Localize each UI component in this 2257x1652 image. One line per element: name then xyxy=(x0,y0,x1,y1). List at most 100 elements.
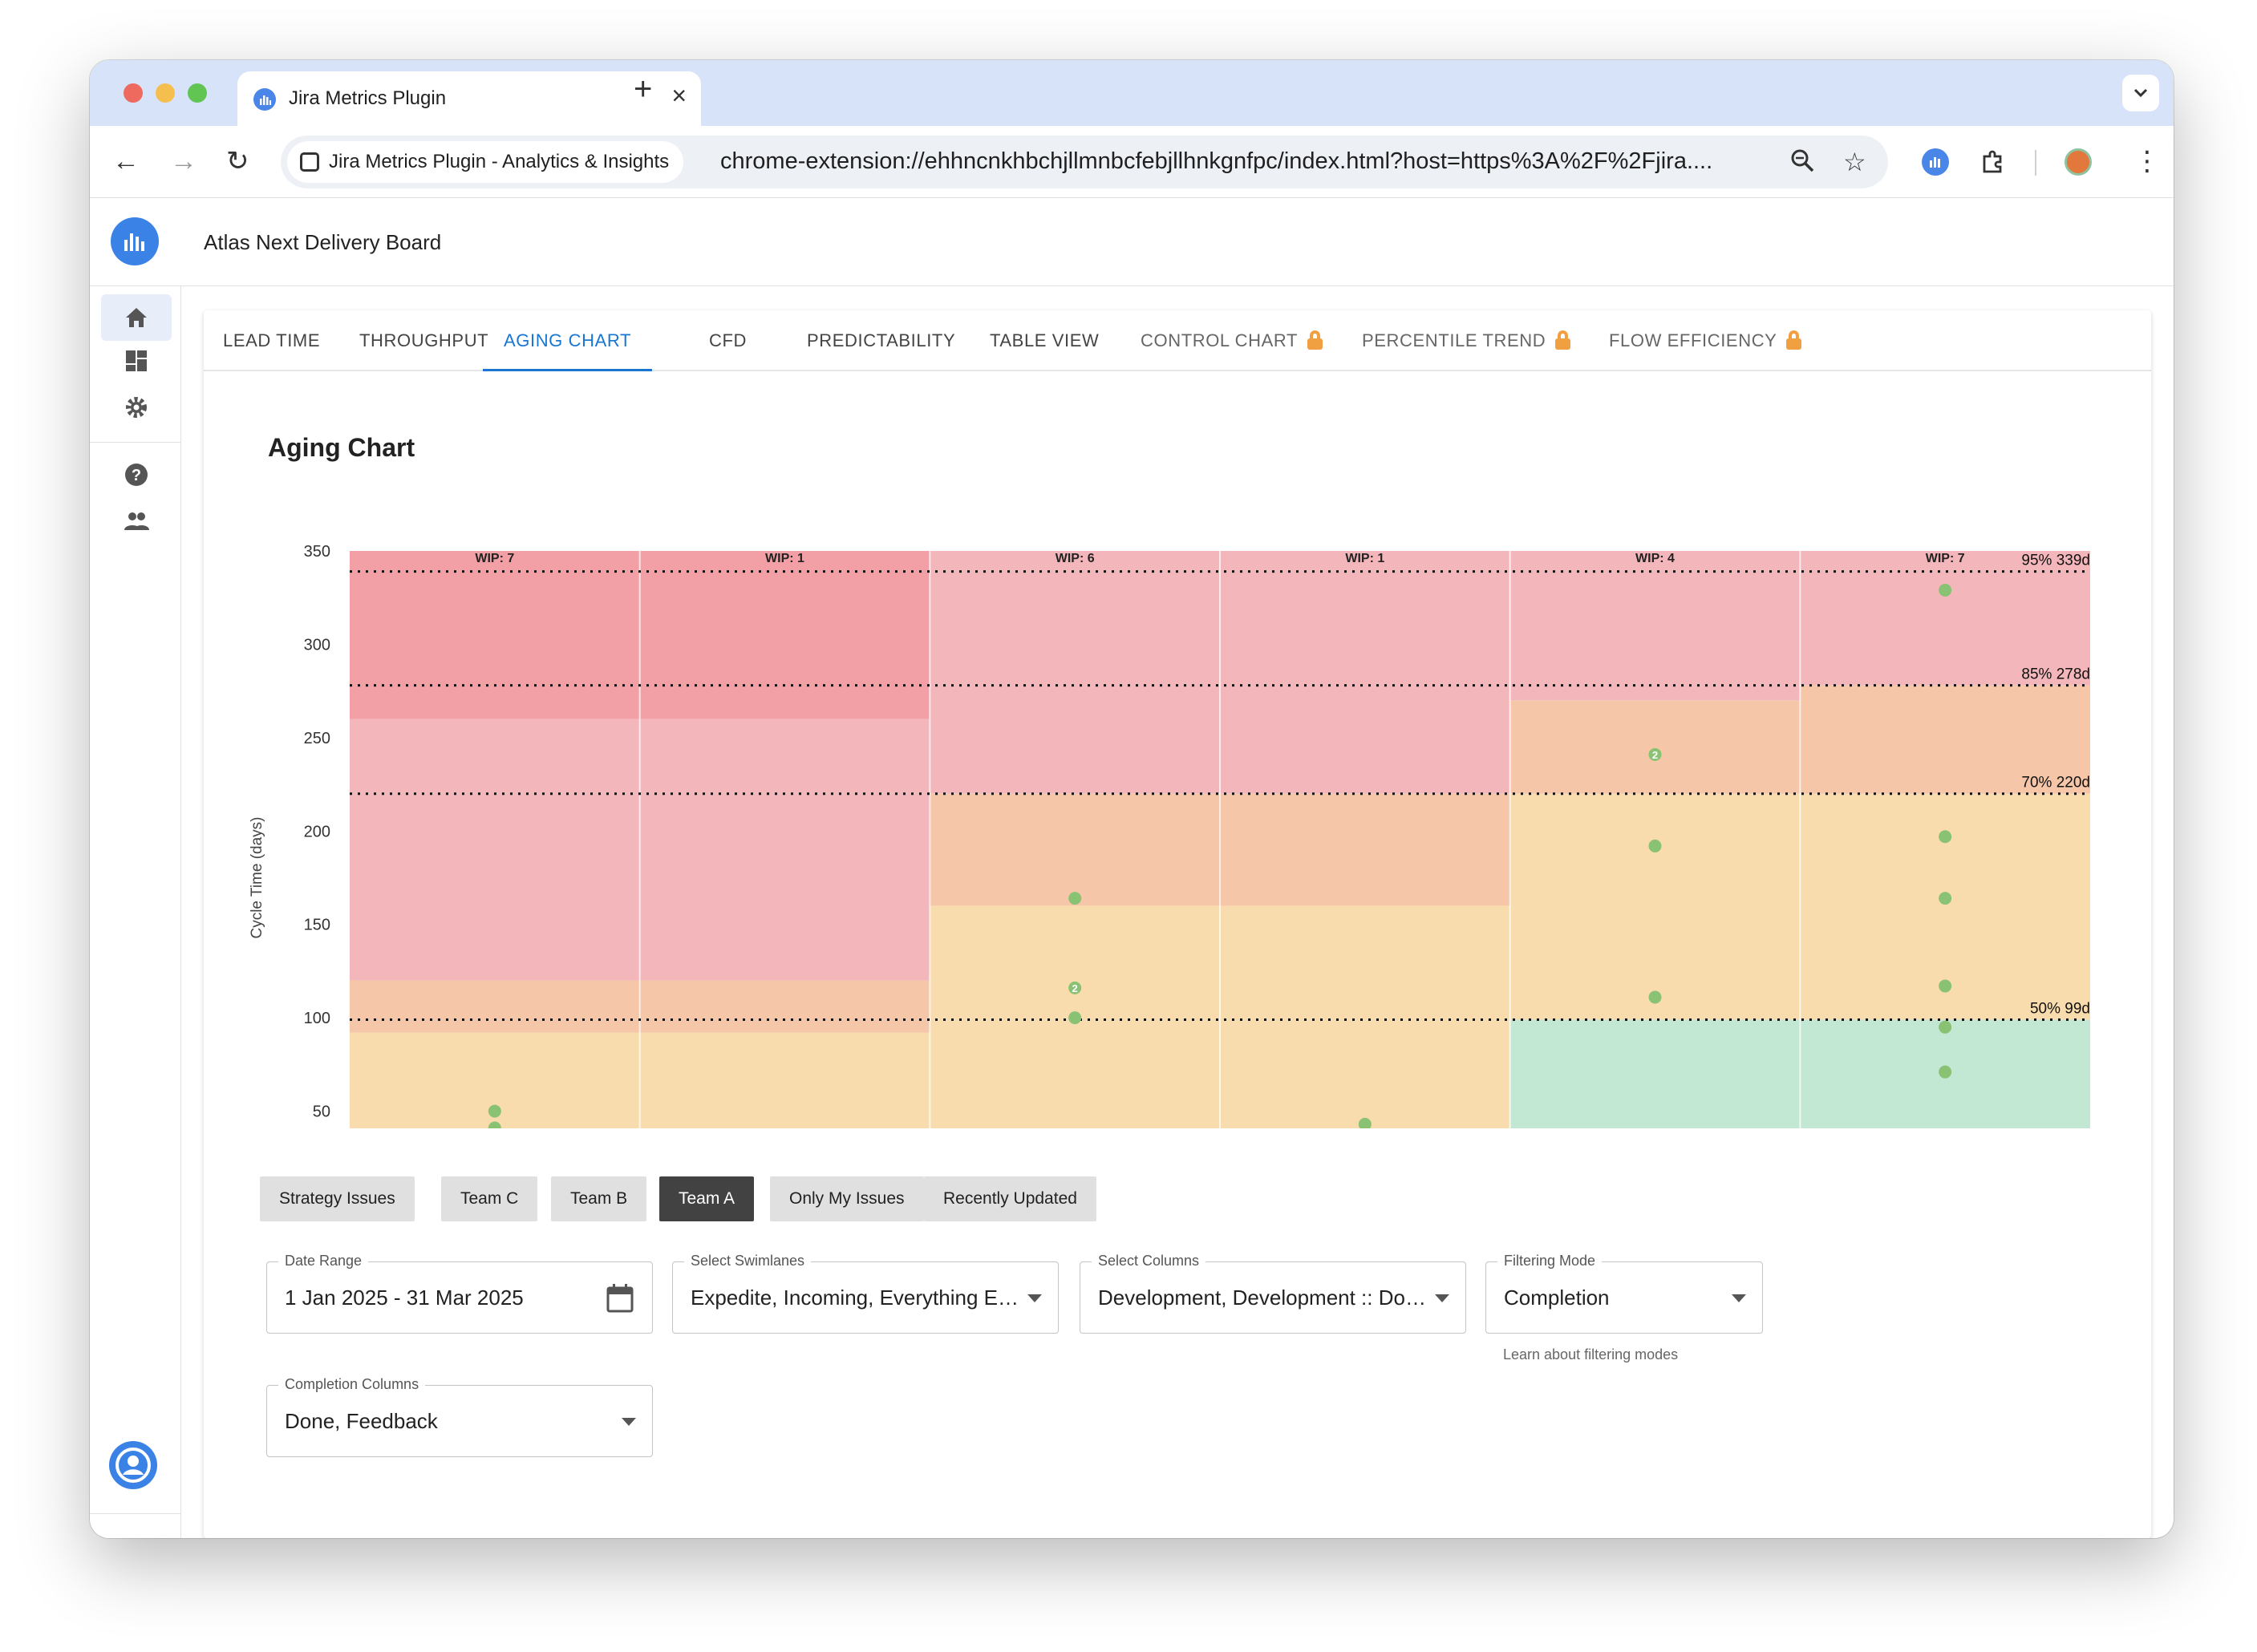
y-tick-label: 100 xyxy=(304,1010,330,1027)
issue-point xyxy=(1939,583,1952,597)
profile-avatar-icon[interactable] xyxy=(2065,148,2092,176)
tab-flow-efficiency[interactable]: FLOW EFFICIENCY xyxy=(1609,310,1802,371)
back-button[interactable]: ← xyxy=(112,146,140,176)
tab-label: PREDICTABILITY xyxy=(807,330,956,350)
issue-point xyxy=(1068,981,1082,994)
lock-icon xyxy=(1555,330,1571,350)
close-window-button[interactable] xyxy=(124,83,143,103)
dropdown-arrow-icon xyxy=(1732,1294,1746,1302)
filtering-modes-help-link[interactable]: Learn about filtering modes xyxy=(1503,1346,1679,1362)
y-tick-label: 350 xyxy=(304,543,330,561)
issue-point xyxy=(1939,1065,1952,1079)
calendar-icon[interactable] xyxy=(606,1283,634,1314)
tab-percentile-trend[interactable]: PERCENTILE TREND xyxy=(1362,310,1571,371)
address-bar[interactable]: Jira Metrics Plugin - Analytics & Insigh… xyxy=(281,136,1888,188)
close-tab-icon[interactable]: × xyxy=(671,81,687,110)
chart-favicon-icon xyxy=(253,88,276,111)
site-info-chip[interactable]: Jira Metrics Plugin - Analytics & Insigh… xyxy=(287,141,684,183)
completion-columns-value: Done, Feedback xyxy=(285,1409,438,1433)
sidebar-item-dashboard[interactable] xyxy=(101,338,172,384)
filtering-mode-select[interactable]: Filtering Mode Completion xyxy=(1485,1253,1763,1334)
jira-metrics-extension-icon[interactable] xyxy=(1922,148,1949,176)
filter-team-c[interactable]: Team C xyxy=(441,1176,538,1221)
tab-label: AGING CHART xyxy=(504,330,631,350)
user-account-icon[interactable] xyxy=(109,1441,157,1489)
browser-window: Jira Metrics Plugin × + ← → ↻ Jira Metri… xyxy=(90,60,2174,1538)
app-logo-icon[interactable] xyxy=(111,217,159,265)
tab-search-button[interactable] xyxy=(2122,75,2159,111)
dropdown-arrow-icon xyxy=(1027,1294,1042,1302)
swimlanes-select[interactable]: Select Swimlanes Expedite, Incoming, Eve… xyxy=(672,1253,1059,1334)
tab-throughput[interactable]: THROUGHPUT xyxy=(359,310,488,371)
aging-band xyxy=(1509,700,1801,794)
tab-label: TABLE VIEW xyxy=(990,330,1100,350)
issue-point xyxy=(1648,839,1662,852)
issue-point xyxy=(1068,1011,1082,1025)
tab-table-view[interactable]: TABLE VIEW xyxy=(990,310,1099,371)
tab-lead-time[interactable]: LEAD TIME xyxy=(223,310,320,371)
filter-strategy-issues[interactable]: Strategy Issues xyxy=(260,1176,415,1221)
bookmark-star-icon[interactable]: ☆ xyxy=(1843,148,1866,176)
gear-icon xyxy=(126,397,147,418)
filtering-mode-label: Filtering Mode xyxy=(1497,1253,1603,1269)
sidebar-item-home[interactable] xyxy=(101,294,172,341)
app-header: Atlas Next Delivery Board xyxy=(90,198,2174,286)
dropdown-arrow-icon xyxy=(622,1418,636,1426)
columns-select[interactable]: Select Columns Development, Development … xyxy=(1080,1253,1466,1334)
aging-band xyxy=(1220,793,1510,906)
aging-band xyxy=(930,551,1220,794)
reload-button[interactable]: ↻ xyxy=(226,146,249,176)
sidebar-item-users[interactable] xyxy=(101,498,172,545)
browser-tab[interactable]: Jira Metrics Plugin × xyxy=(237,71,701,126)
aging-band xyxy=(1220,905,1510,1128)
filter-team-b[interactable]: Team B xyxy=(551,1176,647,1221)
maximize-window-button[interactable] xyxy=(188,83,207,103)
date-range-field[interactable]: Date Range 1 Jan 2025 - 31 Mar 2025 xyxy=(266,1253,653,1334)
completion-columns-label: Completion Columns xyxy=(278,1376,426,1393)
minimize-window-button[interactable] xyxy=(156,83,175,103)
issue-count-label: 2 xyxy=(1652,749,1658,761)
browser-menu-icon[interactable]: ⋮ xyxy=(2133,146,2161,176)
filter-recently-updated[interactable]: Recently Updated xyxy=(924,1176,1096,1221)
filter-only-my-issues[interactable]: Only My Issues xyxy=(770,1176,924,1221)
percentile-label: 70% 220d xyxy=(2021,775,2090,792)
metrics-tabs: LEAD TIME THROUGHPUT AGING CHART CFD PRE… xyxy=(204,310,2151,371)
help-icon: ? xyxy=(125,464,148,486)
wip-label: WIP: 7 xyxy=(1926,552,1965,565)
aging-band xyxy=(639,551,930,719)
aging-band xyxy=(1509,793,1801,1020)
y-tick-label: 300 xyxy=(304,636,330,654)
aging-band xyxy=(1800,551,2090,686)
aging-band xyxy=(1509,551,1801,701)
percentile-label: 50% 99d xyxy=(2030,1000,2090,1017)
filter-label: Only My Issues xyxy=(789,1189,905,1208)
zoom-icon[interactable] xyxy=(1789,147,1816,180)
wip-label: WIP: 7 xyxy=(475,552,514,565)
tab-title: Jira Metrics Plugin xyxy=(289,87,447,109)
svg-text:?: ? xyxy=(132,467,141,484)
y-tick-label: 150 xyxy=(304,917,330,934)
sidebar-item-help[interactable]: ? xyxy=(101,451,172,498)
sidebar-item-settings[interactable] xyxy=(101,384,172,431)
url-text[interactable]: chrome-extension://ehhncnkhbchjllmnbcfeb… xyxy=(720,148,1713,174)
extensions-puzzle-icon[interactable] xyxy=(1979,148,2007,176)
aging-band xyxy=(350,980,640,1033)
tab-predictability[interactable]: PREDICTABILITY xyxy=(807,310,955,371)
filter-label: Team C xyxy=(460,1189,519,1208)
issue-point xyxy=(1939,1020,1952,1034)
tab-control-chart[interactable]: CONTROL CHART xyxy=(1141,310,1323,371)
tab-label: FLOW EFFICIENCY xyxy=(1609,330,1777,350)
date-range-value: 1 Jan 2025 - 31 Mar 2025 xyxy=(285,1286,524,1310)
completion-columns-select[interactable]: Completion Columns Done, Feedback xyxy=(266,1376,653,1457)
filter-team-a[interactable]: Team A xyxy=(659,1176,755,1221)
forward-button[interactable]: → xyxy=(170,146,197,176)
issue-point xyxy=(1939,830,1952,844)
tab-cfd[interactable]: CFD xyxy=(709,310,747,371)
filter-label: Recently Updated xyxy=(943,1189,1077,1208)
sidebar-bottom-divider xyxy=(90,1513,181,1514)
tab-aging-chart[interactable]: AGING CHART xyxy=(483,310,652,371)
new-tab-button[interactable]: + xyxy=(634,71,653,107)
y-tick-label: 250 xyxy=(304,730,330,747)
